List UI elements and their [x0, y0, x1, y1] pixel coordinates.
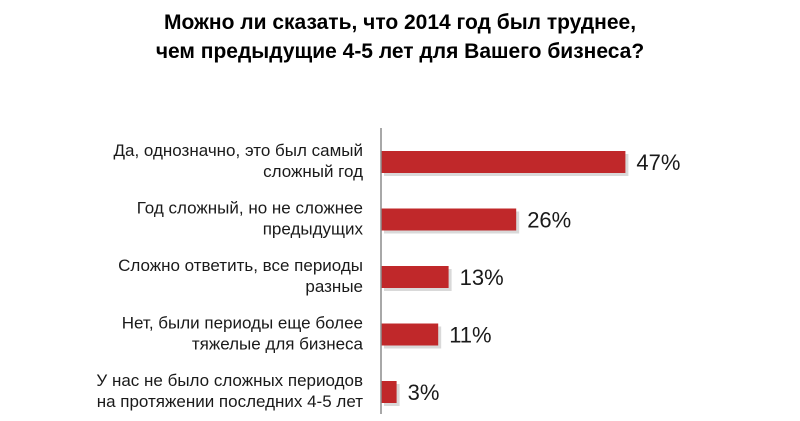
category-label-line: разные — [305, 277, 363, 296]
data-label: 26% — [527, 208, 571, 233]
category-label: Год сложный, но не сложнее предыдущих — [137, 199, 364, 239]
category-label-line: Год сложный, но не сложнее — [137, 199, 363, 218]
labels-layer: 47% Да, однозначно, это был самый сложный … — [96, 141, 680, 411]
category-label-line: Сложно ответить, все периоды — [118, 256, 363, 275]
bars-layer — [381, 151, 629, 406]
category-label: Нет, были периоды еще более тяжелые для б… — [122, 314, 364, 354]
category-label-line: У нас не было сложных периодов — [96, 371, 363, 390]
category-label-line: Да, однозначно, это был самый — [113, 141, 363, 160]
chart-title-line-2: чем предыдущие 4-5 лет для Вашего бизнес… — [155, 40, 645, 63]
category-label: У нас не было сложных периодов на протяже… — [96, 371, 363, 411]
data-label: 47% — [636, 150, 680, 175]
bar — [381, 151, 626, 173]
category-label-line: тяжелые для бизнеса — [192, 335, 364, 354]
bar — [381, 381, 397, 403]
bar — [381, 208, 517, 231]
data-label: 11% — [449, 323, 491, 348]
category-label-line: предыдущих — [263, 220, 364, 239]
data-label: 3% — [408, 380, 440, 405]
category-label: Да, однозначно, это был самый сложный год — [113, 141, 363, 181]
bar — [381, 323, 439, 346]
chart-title: Можно ли сказать, что 2014 год был трудн… — [0, 8, 800, 66]
category-label: Сложно ответить, все периоды разные — [118, 256, 363, 296]
bar — [381, 266, 449, 288]
chart-title-line-1: Можно ли сказать, что 2014 год был трудн… — [163, 11, 637, 34]
category-label-line: Нет, были периоды еще более — [122, 314, 363, 333]
data-label: 13% — [460, 265, 504, 290]
category-label-line: на протяжении последних 4-5 лет — [97, 392, 364, 411]
category-label-line: сложный год — [263, 162, 363, 181]
